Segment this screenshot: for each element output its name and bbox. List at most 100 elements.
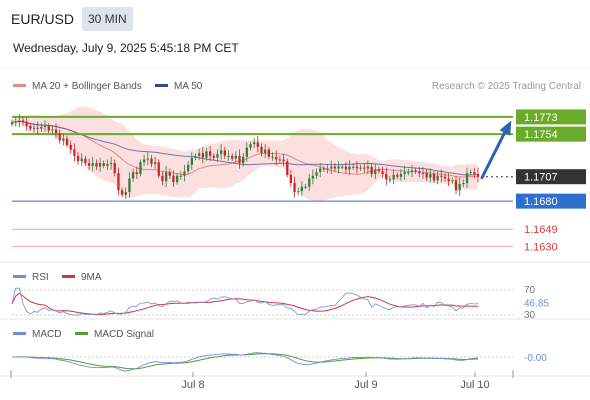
candle-body: [40, 126, 43, 129]
candle-body: [106, 164, 109, 166]
candle-body: [231, 155, 234, 159]
candle-body: [443, 176, 447, 179]
forecast-arrow: [480, 120, 512, 180]
candle-body: [36, 127, 39, 129]
candle-body: [51, 129, 54, 131]
candle-body: [267, 149, 270, 157]
support-label: 1.1680: [524, 196, 558, 208]
ma50-legend-label: MA 50: [174, 81, 203, 92]
ma20-swatch-icon: [13, 83, 26, 87]
candle-body: [242, 156, 245, 164]
macd-legend: MACD: [13, 329, 61, 340]
candle-body: [76, 155, 80, 162]
candle-body: [209, 151, 212, 156]
candle-body: [216, 154, 219, 158]
candle-body: [282, 159, 285, 162]
candle-body: [337, 166, 340, 169]
forecast-arrow-shaft: [480, 128, 508, 180]
candle-body: [300, 186, 303, 192]
forecast-arrowhead-icon: [499, 120, 512, 136]
panel-dividers: [0, 67, 590, 377]
ma50-legend: MA 50: [155, 81, 202, 92]
candle-body: [322, 168, 326, 170]
candle-body: [62, 138, 65, 141]
macd-signal-swatch-icon: [75, 331, 88, 335]
candle-body: [374, 169, 377, 174]
candle-body: [355, 166, 359, 169]
candle-body: [407, 172, 410, 174]
timeframe-button[interactable]: 30 MIN: [82, 7, 133, 31]
resistance-label-box: [516, 109, 586, 125]
candle-body: [326, 168, 329, 170]
time-axis: Jul 8 Jul 9 Jul 10: [10, 370, 514, 391]
rsi-ma-legend: 9MA: [62, 272, 102, 283]
macd-signal-legend-label: MACD Signal: [94, 329, 155, 340]
support-label-box: [516, 193, 586, 209]
candle-body: [311, 175, 314, 179]
candle-body: [399, 174, 403, 177]
candle-body: [465, 173, 469, 184]
candle-body: [348, 166, 351, 170]
candle-body: [150, 158, 153, 164]
candle-body: [146, 158, 149, 160]
candle-body: [385, 174, 388, 180]
candle-body: [253, 142, 256, 145]
candle-body: [91, 163, 94, 166]
candle-body: [32, 127, 36, 129]
candle-body: [201, 153, 204, 158]
candle-body: [359, 167, 362, 169]
candle-body: [187, 164, 190, 172]
candle-body: [98, 163, 102, 167]
candle-body: [473, 172, 476, 174]
candle-body: [414, 170, 417, 172]
candle-body: [278, 159, 281, 161]
candle-body: [476, 174, 480, 177]
candle-body: [220, 150, 223, 154]
candle-body: [128, 178, 131, 193]
last-price-label: 1.1707: [524, 172, 558, 184]
ma20-line: [11, 120, 479, 178]
macd-signal-line: [12, 353, 479, 370]
candle-body: [43, 126, 47, 127]
resistance-label: 1.1754: [524, 129, 558, 141]
macd-panel: -0.00: [11, 352, 547, 372]
candle-body: [451, 180, 454, 182]
x-tick-label: Jul 9: [354, 379, 377, 391]
candle-body: [10, 122, 14, 125]
candle-body: [135, 172, 138, 174]
candle-body: [256, 142, 259, 147]
rsi-ma-swatch-icon: [62, 274, 75, 278]
candle-body: [183, 171, 186, 176]
rsi-swatch-icon: [13, 274, 26, 278]
candle-body: [176, 175, 179, 183]
candle-body: [289, 174, 292, 184]
candle-body: [403, 172, 406, 174]
candle-body: [73, 149, 76, 156]
candle-body: [165, 172, 168, 182]
candle-body: [436, 175, 439, 181]
candle-body: [157, 162, 160, 176]
candle-body: [54, 129, 58, 134]
candle-body: [95, 163, 98, 167]
rsi-value-label: 46.85: [524, 299, 549, 310]
candle-body: [308, 178, 311, 187]
symbol-title: EUR/USD: [11, 11, 75, 27]
candle-body: [293, 183, 296, 193]
candle-body: [388, 179, 392, 181]
candle-body: [260, 146, 263, 154]
candle-body: [462, 183, 465, 184]
candle-body: [117, 173, 120, 191]
candle-body: [223, 150, 226, 156]
candle-body: [454, 180, 458, 191]
candle-body: [381, 171, 384, 174]
candle-body: [377, 169, 381, 172]
resistance-label: 1.1773: [524, 112, 558, 124]
credit-label: Research © 2025 Trading Central: [431, 81, 581, 92]
candle-body: [18, 120, 21, 122]
candle-body: [80, 158, 83, 162]
candle-body: [102, 163, 105, 166]
ma20-legend-label: MA 20 + Bollinger Bands: [32, 81, 142, 92]
datetime-label: Wednesday, July 9, 2025 5:45:18 PM CET: [13, 41, 239, 55]
candle-body: [143, 159, 146, 163]
